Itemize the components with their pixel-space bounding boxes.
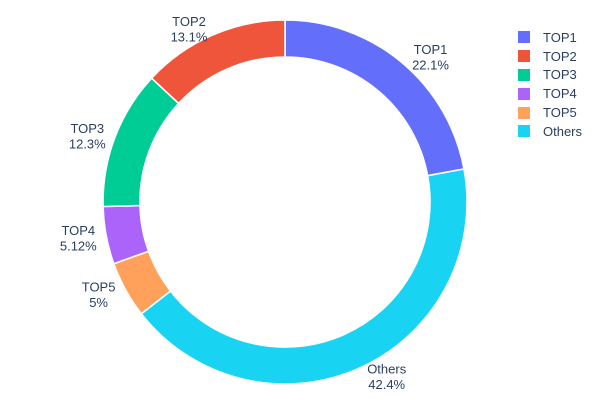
legend-label: Others bbox=[543, 123, 583, 139]
slice-label-top3: TOP3 12.3% bbox=[69, 121, 106, 152]
legend-item-top4[interactable]: TOP4 bbox=[518, 84, 582, 103]
legend-swatch bbox=[518, 31, 530, 44]
legend: TOP1 TOP2 TOP3 TOP4 TOP5 Others bbox=[518, 28, 582, 141]
legend-item-top1[interactable]: TOP1 bbox=[518, 28, 582, 47]
legend-swatch bbox=[518, 87, 530, 100]
legend-label: TOP5 bbox=[543, 105, 577, 121]
pie-slice-top3[interactable] bbox=[102, 77, 180, 208]
pie-slice-others[interactable] bbox=[140, 168, 468, 385]
legend-swatch bbox=[518, 50, 530, 63]
legend-label: TOP4 bbox=[543, 86, 577, 102]
legend-item-top5[interactable]: TOP5 bbox=[518, 103, 582, 122]
slice-label-top5: TOP5 5% bbox=[82, 280, 116, 311]
legend-item-top3[interactable]: TOP3 bbox=[518, 66, 582, 85]
slice-label-top4: TOP4 5.12% bbox=[60, 223, 97, 254]
legend-label: TOP2 bbox=[543, 48, 577, 64]
legend-label: TOP1 bbox=[543, 29, 577, 45]
legend-label: TOP3 bbox=[543, 67, 577, 83]
legend-item-top2[interactable]: TOP2 bbox=[518, 47, 582, 66]
legend-item-others[interactable]: Others bbox=[518, 122, 582, 141]
legend-swatch bbox=[518, 125, 530, 138]
pie-slice-top2[interactable] bbox=[150, 19, 286, 105]
slice-label-top2: TOP2 13.1% bbox=[171, 14, 208, 45]
slice-label-others: Others 42.4% bbox=[367, 361, 407, 392]
slice-label-top1: TOP1 22.1% bbox=[412, 42, 449, 73]
legend-swatch bbox=[518, 106, 530, 119]
legend-swatch bbox=[518, 68, 530, 81]
